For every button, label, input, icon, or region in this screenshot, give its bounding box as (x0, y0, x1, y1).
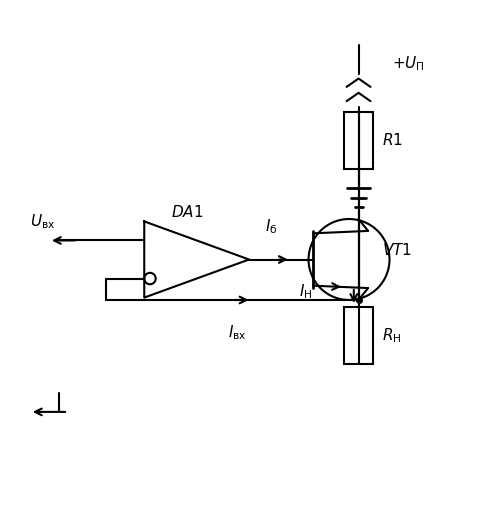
Text: $DA1$: $DA1$ (171, 204, 203, 220)
Text: $R1$: $R1$ (382, 132, 403, 148)
Text: $I_{\rm вх}$: $I_{\rm вх}$ (228, 324, 247, 343)
Text: $R_{\rm H}$: $R_{\rm H}$ (382, 326, 402, 345)
FancyBboxPatch shape (344, 307, 373, 364)
Text: $I_{\rm H}$: $I_{\rm H}$ (299, 282, 313, 301)
FancyBboxPatch shape (344, 112, 373, 169)
Text: $+U_{\Pi}$: $+U_{\Pi}$ (392, 54, 425, 73)
Text: $VT1$: $VT1$ (382, 242, 412, 258)
Text: $I_{\rm б}$: $I_{\rm б}$ (265, 217, 278, 236)
Text: $U_{\rm вх}$: $U_{\rm вх}$ (30, 212, 56, 231)
